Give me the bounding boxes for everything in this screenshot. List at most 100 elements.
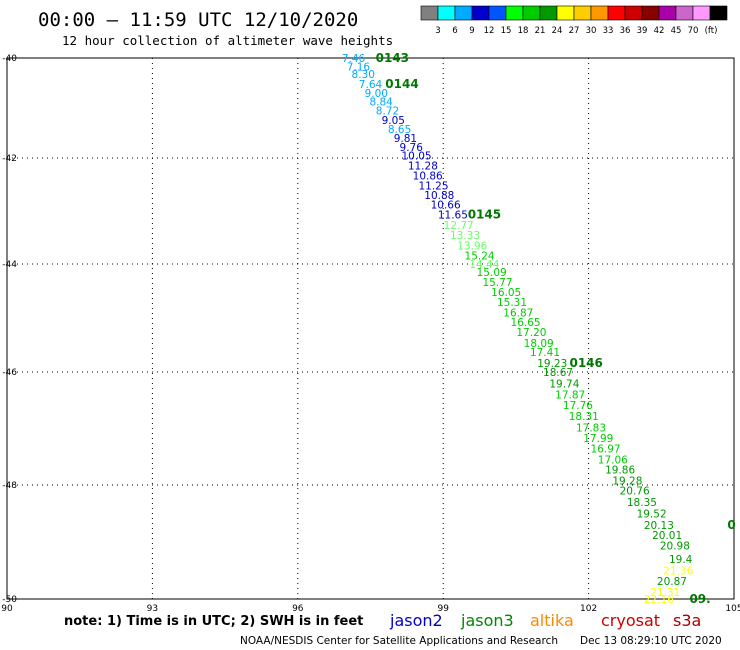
wave-height-label: 13.96 (457, 240, 487, 252)
lat-tick-label: -42 (2, 154, 17, 164)
page-title: 00:00 – 11:59 UTC 12/10/2020 (38, 9, 358, 31)
legend-label: 39 (637, 26, 648, 36)
color-legend: 3 6 9 12 15 18 21 24 27 30 33 36 39 42 45 70 (ft) (420, 5, 728, 36)
legend-label: 15 (501, 26, 512, 36)
map-grid: 90 93 96 99 102 105 -40 -42 -44 -46 -48 -50 (1, 54, 740, 614)
pass-time-label: 0145 (468, 208, 501, 222)
wave-height-label: 10.05 (402, 151, 432, 163)
legend-swatch (454, 5, 473, 21)
timestamp: Dec 13 08:29:10 UTC 2020 (580, 635, 722, 647)
wave-height-label: 22.16 (644, 594, 674, 606)
legend-swatch (488, 5, 507, 21)
legend-label: 21 (535, 26, 546, 36)
legend-swatch (471, 5, 490, 21)
wave-height-label: 9.76 (400, 142, 424, 154)
lat-tick-label: -48 (2, 481, 17, 491)
wave-height-label: 13.33 (450, 230, 480, 242)
wave-height-label: 19.86 (605, 465, 635, 477)
credit-line: NOAA/NESDIS Center for Satellite Applica… (240, 635, 558, 647)
wave-height-label: 15.77 (482, 277, 512, 289)
wave-height-label: 9.00 (365, 88, 388, 100)
wave-height-label: 10.86 (413, 170, 443, 182)
legend-swatch (437, 5, 456, 21)
satellite-name: jason2 (389, 611, 443, 630)
wave-height-label: 7.46 (342, 53, 366, 65)
satellite-legend: jason2 jason3 altika cryosat s3a (389, 611, 701, 630)
wave-height-label: 20.98 (660, 540, 690, 552)
wave-height-label: 10.66 (431, 200, 461, 212)
satellite-name: cryosat (601, 611, 660, 630)
wave-height-label: 19.23 (537, 358, 567, 370)
wave-height-label: 15.24 (465, 251, 495, 263)
legend-swatch (556, 5, 575, 21)
legend-label: 45 (671, 26, 682, 36)
lon-tick-label: 105 (725, 604, 740, 614)
wave-height-label: 20.01 (652, 530, 682, 542)
wave-height-label: 18.35 (627, 497, 657, 509)
satellite-name: altika (530, 611, 574, 630)
wave-height-label: 20.87 (657, 576, 687, 588)
legend-label: 18 (518, 26, 529, 36)
legend-label: 42 (654, 26, 665, 36)
wave-height-label: 11.25 (418, 181, 448, 193)
legend-swatch (709, 5, 728, 21)
wave-height-label: 11.28 (408, 160, 438, 172)
pass-time-label: 0143 (376, 51, 409, 65)
wave-height-label: 12.77 (444, 220, 474, 232)
lon-tick-label: 102 (580, 604, 597, 614)
legend-swatch (607, 5, 626, 21)
wave-height-label: 16.87 (503, 308, 533, 320)
lat-tick-label: -40 (2, 54, 17, 64)
wave-height-label: 19.28 (612, 475, 642, 487)
legend-swatch (573, 5, 592, 21)
wave-height-label: 16.05 (491, 287, 521, 299)
wave-height-label: 7.64 (359, 79, 383, 91)
lat-tick-label: -44 (2, 260, 17, 270)
legend-label: 36 (620, 26, 631, 36)
wave-height-label: 10.88 (424, 190, 454, 202)
observation-track: 7.467.168.307.649.008.848.729.058.659.81… (342, 53, 694, 606)
legend-swatch (505, 5, 524, 21)
legend-label: 33 (603, 26, 614, 36)
footer-note: note: 1) Time is in UTC; 2) SWH is in fe… (64, 614, 363, 629)
wave-height-label: 17.83 (576, 422, 606, 434)
satellite-name: s3a (673, 611, 701, 630)
legend-swatch (420, 5, 439, 21)
legend-label: 12 (484, 26, 495, 36)
legend-swatch (692, 5, 711, 21)
legend-swatch (522, 5, 541, 21)
wave-height-label: 7.16 (347, 62, 371, 74)
wave-height-label: 15.31 (497, 297, 527, 309)
lon-tick-label: 93 (147, 604, 158, 614)
wave-height-label: 14.44 (469, 259, 499, 271)
wave-height-label: 17.76 (563, 400, 593, 412)
legend-label: 6 (452, 26, 457, 36)
wave-height-label: 17.06 (598, 455, 628, 467)
wave-height-label: 17.20 (516, 327, 546, 339)
wave-height-label: 9.81 (394, 133, 417, 145)
lon-tick-label: 99 (437, 604, 449, 614)
time-labels: 0143 0144 0145 0146 0 09. (376, 51, 736, 606)
wave-height-label: 18.31 (569, 411, 599, 423)
wave-height-label: 11.65 (438, 210, 468, 222)
wave-height-label: 17.99 (583, 433, 613, 445)
wave-height-label: 20.13 (644, 520, 674, 532)
pass-time-label: 0 (727, 518, 735, 532)
wave-height-label: 16.97 (591, 443, 621, 455)
legend-label: 70 (688, 26, 699, 36)
legend-label: 30 (586, 26, 597, 36)
wave-height-label: 8.65 (388, 124, 411, 136)
wave-height-label: 15.09 (477, 267, 507, 279)
legend-swatch (658, 5, 677, 21)
pass-time-label: 09. (689, 592, 710, 606)
lat-tick-label: -46 (2, 368, 17, 378)
wave-height-label: 8.30 (352, 69, 375, 81)
legend-unit: (ft) (705, 26, 718, 36)
lon-tick-label: 90 (1, 604, 13, 614)
legend-swatch (675, 5, 694, 21)
legend-swatch (624, 5, 643, 21)
legend-label: 24 (552, 26, 563, 36)
legend-swatch (539, 5, 558, 21)
wave-height-label: 20.76 (620, 486, 650, 498)
